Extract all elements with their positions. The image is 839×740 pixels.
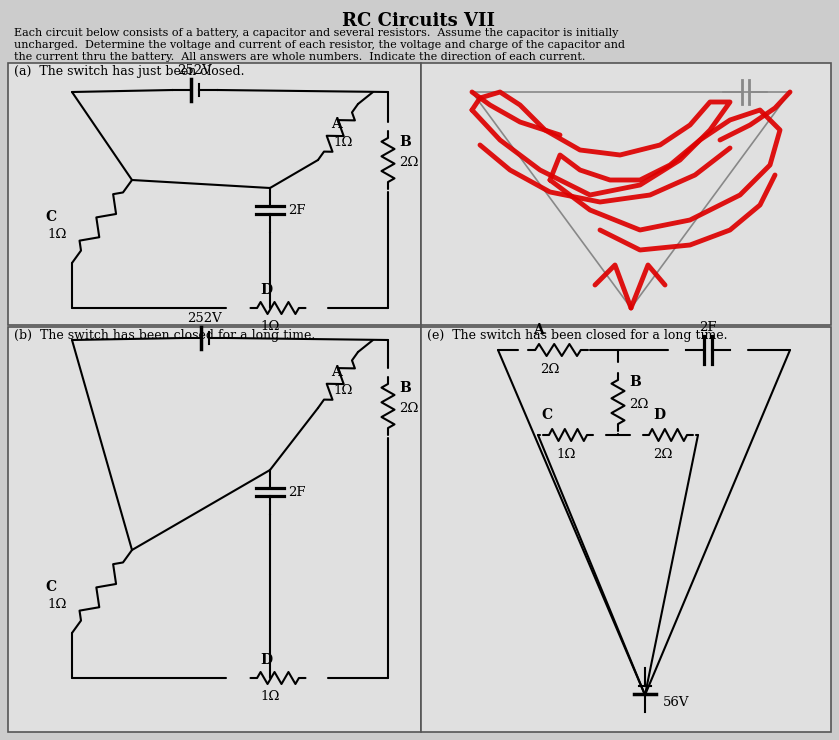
Text: (b)  The switch has been closed for a long time.: (b) The switch has been closed for a lon… <box>14 329 315 342</box>
Text: D: D <box>260 283 272 297</box>
Text: C: C <box>542 408 553 422</box>
Text: 1Ω: 1Ω <box>260 690 279 703</box>
Text: 2Ω: 2Ω <box>399 402 419 414</box>
Text: A: A <box>533 323 544 337</box>
Text: 2F: 2F <box>288 204 305 217</box>
Text: (e)  The switch has been closed for a long time.: (e) The switch has been closed for a lon… <box>427 329 727 342</box>
Text: 2F: 2F <box>288 485 305 499</box>
Text: B: B <box>629 375 641 389</box>
Text: 2Ω: 2Ω <box>540 363 560 376</box>
Text: Each circuit below consists of a battery, a capacitor and several resistors.  As: Each circuit below consists of a battery… <box>14 28 618 38</box>
Text: the current thru the battery.  All answers are whole numbers.  Indicate the dire: the current thru the battery. All answer… <box>14 52 586 62</box>
Text: 1Ω: 1Ω <box>334 135 353 149</box>
Text: RC Circuits VII: RC Circuits VII <box>342 12 496 30</box>
Text: A: A <box>331 117 342 131</box>
Text: 56V: 56V <box>663 696 690 710</box>
Text: B: B <box>399 381 411 395</box>
Text: 252V: 252V <box>188 312 222 325</box>
Bar <box>421 327 831 732</box>
Text: 1Ω: 1Ω <box>334 383 353 397</box>
Text: D: D <box>653 408 665 422</box>
Text: A: A <box>331 365 342 379</box>
Text: 2Ω: 2Ω <box>653 448 672 461</box>
Text: (a)  The switch has just been closed.: (a) The switch has just been closed. <box>14 65 244 78</box>
Text: 2Ω: 2Ω <box>399 155 419 169</box>
Text: B: B <box>399 135 411 149</box>
Text: 1Ω: 1Ω <box>48 227 67 241</box>
Text: 1Ω: 1Ω <box>260 320 279 333</box>
Text: uncharged.  Determine the voltage and current of each resistor, the voltage and : uncharged. Determine the voltage and cur… <box>14 40 625 50</box>
Text: 252V: 252V <box>178 64 212 77</box>
Text: 1Ω: 1Ω <box>556 448 576 461</box>
Text: C: C <box>44 210 56 224</box>
Text: 2F: 2F <box>699 321 717 334</box>
Text: C: C <box>44 580 56 594</box>
Bar <box>8 63 421 325</box>
Text: 1Ω: 1Ω <box>48 597 67 610</box>
Bar <box>421 63 831 325</box>
Text: D: D <box>260 653 272 667</box>
Text: 2Ω: 2Ω <box>629 397 649 411</box>
Bar <box>8 327 421 732</box>
